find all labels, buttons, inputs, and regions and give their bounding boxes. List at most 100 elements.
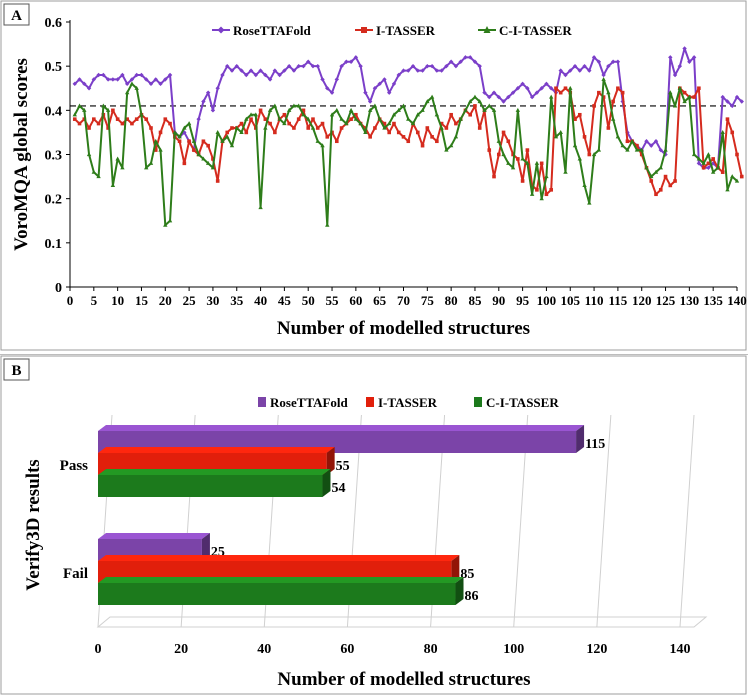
legend-label-rosettafold: RoseTTAFold [233,23,312,38]
data-point [415,68,420,73]
data-point [653,169,659,174]
data-point [239,68,244,73]
data-point [91,169,97,174]
data-point [596,147,602,152]
data-point [439,121,444,126]
data-point [735,152,739,157]
data-point [482,90,487,95]
gridline [596,414,612,628]
data-point [629,138,635,143]
data-point [544,192,549,197]
y-tick-label: 0.3 [45,149,63,164]
panel-b-frame [0,355,747,695]
legend-label-rosettafold: RoseTTAFold [270,395,349,410]
data-point [449,112,453,117]
data-point [115,156,120,161]
data-point [739,99,744,104]
data-point [120,165,125,170]
data-point [406,139,411,144]
data-point [587,152,592,157]
data-point [296,63,301,69]
bar-side-face [451,555,460,583]
data-point [349,117,353,121]
data-point [401,103,406,108]
data-point [177,139,182,144]
data-point [558,90,563,95]
x-tick-label: 110 [585,293,604,308]
data-point [277,72,282,78]
data-point [501,152,506,157]
data-point [430,135,434,139]
data-point [329,112,335,117]
data-point [315,63,320,69]
data-point [487,103,492,108]
data-point [344,121,349,126]
data-point [572,63,578,69]
data-point [529,94,535,100]
data-point [572,143,578,148]
data-point [301,108,306,113]
data-point [205,90,211,95]
data-point [720,170,725,174]
x-tick-label: 30 [206,293,219,308]
panel-a-frame [0,0,747,351]
data-point [587,68,592,73]
data-point [668,183,673,188]
data-point [706,152,711,157]
bar-top-face [98,533,210,539]
data-point [639,152,644,157]
bar-value-label: 85 [460,567,474,582]
data-point [86,86,92,91]
panel-b-label-box [3,358,30,381]
data-point [377,81,382,87]
data-point [577,156,582,161]
data-point [106,126,110,130]
data-point [225,134,230,139]
data-point [616,86,620,91]
data-point [610,59,616,64]
data-point [611,99,615,104]
data-point [105,107,111,112]
data-point [282,112,287,117]
data-point [530,183,534,188]
data-point [367,99,373,104]
bar-value-label: 54 [331,481,345,496]
data-point [563,169,568,174]
legend-swatch-rosettafold [258,397,266,407]
data-point [372,103,378,108]
data-point [425,126,430,130]
data-point [663,147,668,152]
data-point [506,139,511,144]
data-point [649,179,654,183]
data-point [544,174,549,179]
data-point [434,112,440,117]
data-point [496,94,501,100]
x-tick-label: 85 [468,293,482,308]
data-point [234,63,239,69]
data-point [506,160,511,165]
data-point [511,152,515,157]
data-point [448,59,454,64]
bar-top-face [98,447,335,453]
x-tick-label: 55 [326,293,340,308]
data-point [591,152,597,157]
data-point [692,95,696,99]
data-point [306,126,311,130]
x-tick-label: 0 [95,642,102,657]
bar-value-label: 115 [585,437,605,452]
x-tick-label: 20 [174,642,188,657]
data-point [110,77,116,82]
x-tick-label: 60 [349,293,362,308]
data-point [225,63,230,69]
data-point [663,174,668,179]
data-point [668,55,673,60]
data-point [172,130,178,135]
data-point [373,126,377,130]
bar-side-face [322,469,331,497]
x-tick-label: 60 [340,642,354,657]
x-tick-label: 115 [608,293,627,308]
data-point [72,112,77,117]
data-point [87,126,91,130]
data-point [367,107,373,112]
data-point [734,178,740,183]
